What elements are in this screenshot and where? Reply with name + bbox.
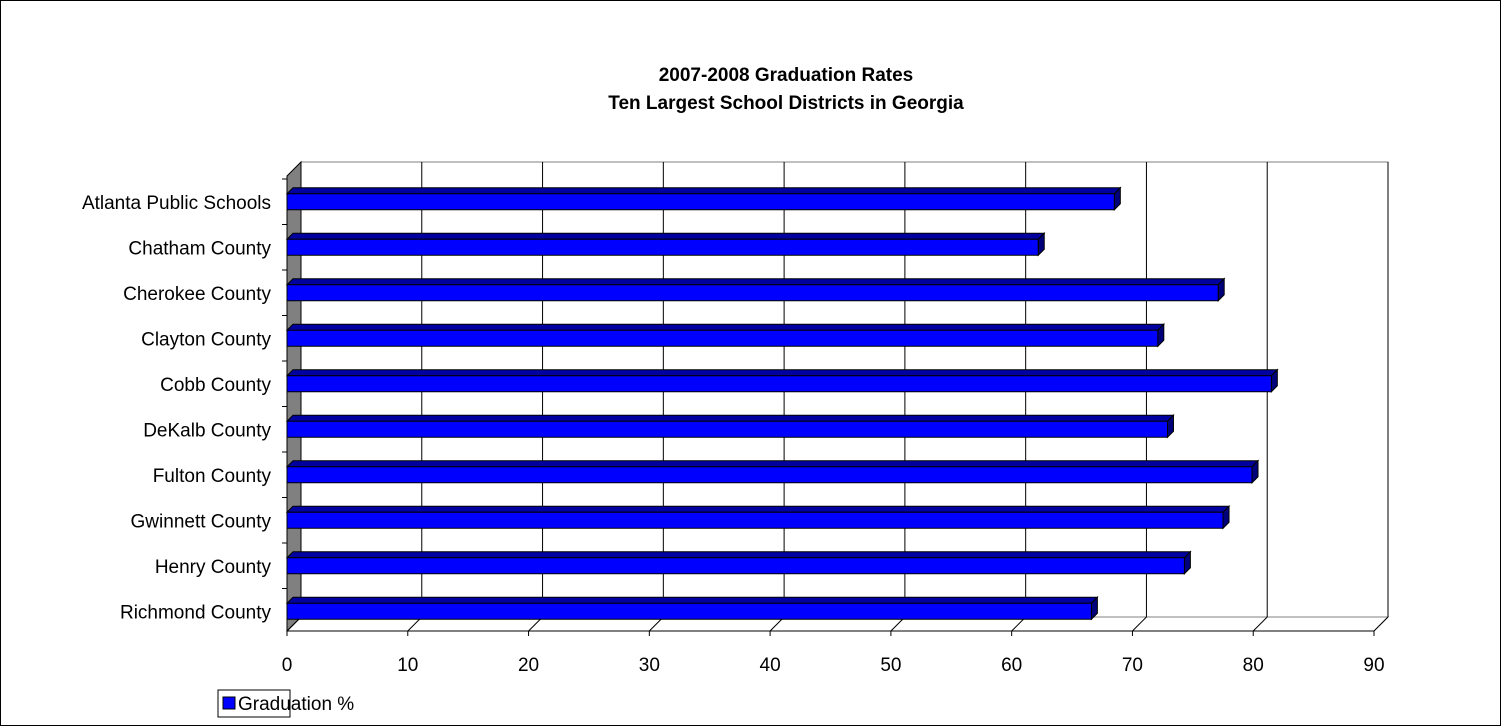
category-label: Chatham County <box>128 238 271 259</box>
bar-top-face <box>285 551 1192 559</box>
floor-tick-line <box>1132 616 1147 632</box>
bar <box>286 602 1092 620</box>
x-tick-label: 80 <box>1243 655 1264 676</box>
x-tick-label: 60 <box>1001 655 1022 676</box>
legend: Graduation % <box>217 689 354 718</box>
floor-tick-line <box>1373 616 1389 632</box>
category-label: Clayton County <box>141 329 271 350</box>
bar-top-face <box>285 278 1226 286</box>
x-tick-label: 40 <box>760 655 781 676</box>
category-label: Richmond County <box>120 602 272 623</box>
x-tick-label: 0 <box>282 655 293 676</box>
x-tick-label: 90 <box>1363 655 1384 676</box>
bar-top-face <box>285 460 1260 468</box>
bar <box>286 284 1219 302</box>
plot-area: 0 10 20 30 40 50 60 70 80 90 Atlanta Public School… <box>82 160 1390 676</box>
bar <box>286 238 1039 256</box>
category-label: Cobb County <box>160 375 271 396</box>
x-tick-label: 70 <box>1122 655 1143 676</box>
category-label: Cherokee County <box>123 284 271 305</box>
bar-top-face <box>285 596 1099 604</box>
bar-top-face <box>285 232 1046 240</box>
chart-title-line-2: Ten Largest School Districts in Georgia <box>608 93 964 114</box>
bar <box>286 511 1224 529</box>
bar-top-face <box>285 369 1279 377</box>
category-label: Atlanta Public Schools <box>82 193 271 214</box>
bar <box>286 557 1185 575</box>
floor-tick-line <box>1252 616 1268 632</box>
category-label: Gwinnett County <box>131 511 272 532</box>
x-tick-label: 20 <box>518 655 539 676</box>
legend-label: Graduation % <box>238 694 354 715</box>
category-label: Fulton County <box>153 466 272 487</box>
bar <box>286 329 1159 347</box>
bar <box>286 193 1115 211</box>
bar-top-face <box>285 505 1231 513</box>
bar <box>286 420 1168 438</box>
bar-top-face <box>285 323 1166 331</box>
category-label: Henry County <box>155 557 272 578</box>
x-tick-label: 50 <box>880 655 901 676</box>
bar <box>286 466 1253 484</box>
x-tick-label: 30 <box>639 655 660 676</box>
chart-title-line-1: 2007-2008 Graduation Rates <box>659 65 914 86</box>
bar-top-face <box>285 414 1175 422</box>
legend-swatch <box>222 696 236 710</box>
x-tick-label: 10 <box>397 655 418 676</box>
bar-top-face <box>285 187 1122 195</box>
bar <box>286 375 1272 393</box>
category-label: DeKalb County <box>143 420 271 441</box>
